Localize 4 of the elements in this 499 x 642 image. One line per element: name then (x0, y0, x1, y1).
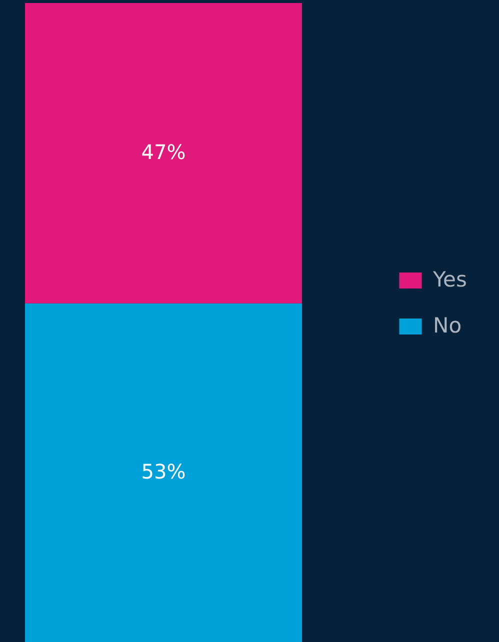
legend-label: Yes (432, 268, 467, 292)
data-label: 53% (141, 460, 186, 484)
data-label: 47% (141, 140, 186, 164)
legend-label: No (433, 314, 462, 338)
